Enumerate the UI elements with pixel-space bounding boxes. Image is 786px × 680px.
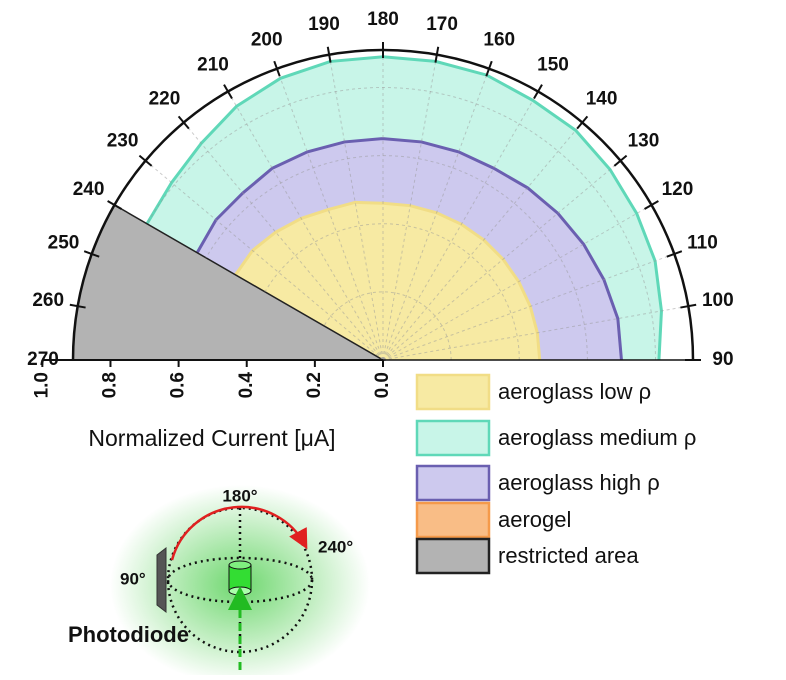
- r-axis-label: Normalized Current [μA]: [88, 425, 335, 451]
- theta-tick-label: 180: [367, 9, 399, 30]
- theta-tick-label: 160: [483, 30, 515, 51]
- theta-tick-label: 120: [662, 179, 694, 200]
- legend-swatch: [417, 375, 489, 409]
- sample-top: [229, 561, 251, 569]
- theta-tick-label: 210: [197, 55, 229, 76]
- inset-label: 90°: [120, 569, 146, 588]
- legend-swatch: [417, 421, 489, 455]
- inset-diagram: 180° 240° 90° Photodiode: [68, 485, 370, 675]
- legend-label: aerogel: [498, 507, 571, 532]
- legend-label: restricted area: [498, 543, 639, 568]
- theta-tick-label: 260: [32, 290, 64, 311]
- theta-tick: [435, 47, 438, 63]
- r-tick-label: 1.0: [31, 372, 52, 398]
- legend-label: aeroglass medium ρ: [498, 425, 696, 450]
- legend-label: aeroglass low ρ: [498, 379, 651, 404]
- theta-tick: [645, 201, 659, 209]
- r-tick-label: 0.6: [168, 372, 189, 398]
- inset-label: 240°: [318, 537, 353, 556]
- theta-tick: [534, 85, 542, 99]
- theta-tick-label: 230: [107, 130, 139, 151]
- legend-swatch: [417, 466, 489, 500]
- theta-tick-label: 100: [702, 290, 734, 311]
- theta-tick: [680, 305, 696, 308]
- photodiode: [157, 548, 166, 612]
- legend-swatch: [417, 539, 489, 573]
- theta-tick-label: 170: [426, 14, 458, 35]
- inset-label: 180°: [222, 486, 257, 505]
- legend-label: aeroglass high ρ: [498, 470, 660, 495]
- theta-tick-label: 200: [251, 30, 283, 51]
- inset-label: Photodiode: [68, 622, 189, 647]
- legend: aeroglass low ρ aeroglass medium ρ aerogla…: [417, 375, 696, 573]
- sample-bottom: [229, 587, 251, 595]
- r-tick-label: 0.2: [304, 372, 325, 398]
- r-tick-label: 0.8: [99, 372, 120, 398]
- r-tick-label: 0.4: [236, 372, 257, 399]
- legend-swatch: [417, 503, 489, 537]
- plot-area: 90 100 110 120 130 140 150 160 170 180 190 200 210 22…: [27, 9, 734, 398]
- theta-tick-label: 130: [628, 130, 660, 151]
- theta-tick-label: 140: [586, 89, 618, 110]
- theta-tick-label: 220: [149, 89, 181, 110]
- theta-tick: [224, 85, 232, 99]
- theta-tick-label: 150: [537, 55, 569, 76]
- theta-tick: [328, 47, 331, 63]
- chart: 90 100 110 120 130 140 150 160 170 180 190 200 210 22…: [0, 0, 786, 675]
- theta-tick-label: 110: [687, 233, 718, 254]
- theta-tick-label: 90: [712, 349, 733, 370]
- r-tick-label: 0.0: [372, 372, 393, 398]
- theta-tick-label: 240: [73, 179, 105, 200]
- theta-tick-label: 190: [308, 14, 340, 35]
- theta-tick-label: 250: [48, 233, 80, 254]
